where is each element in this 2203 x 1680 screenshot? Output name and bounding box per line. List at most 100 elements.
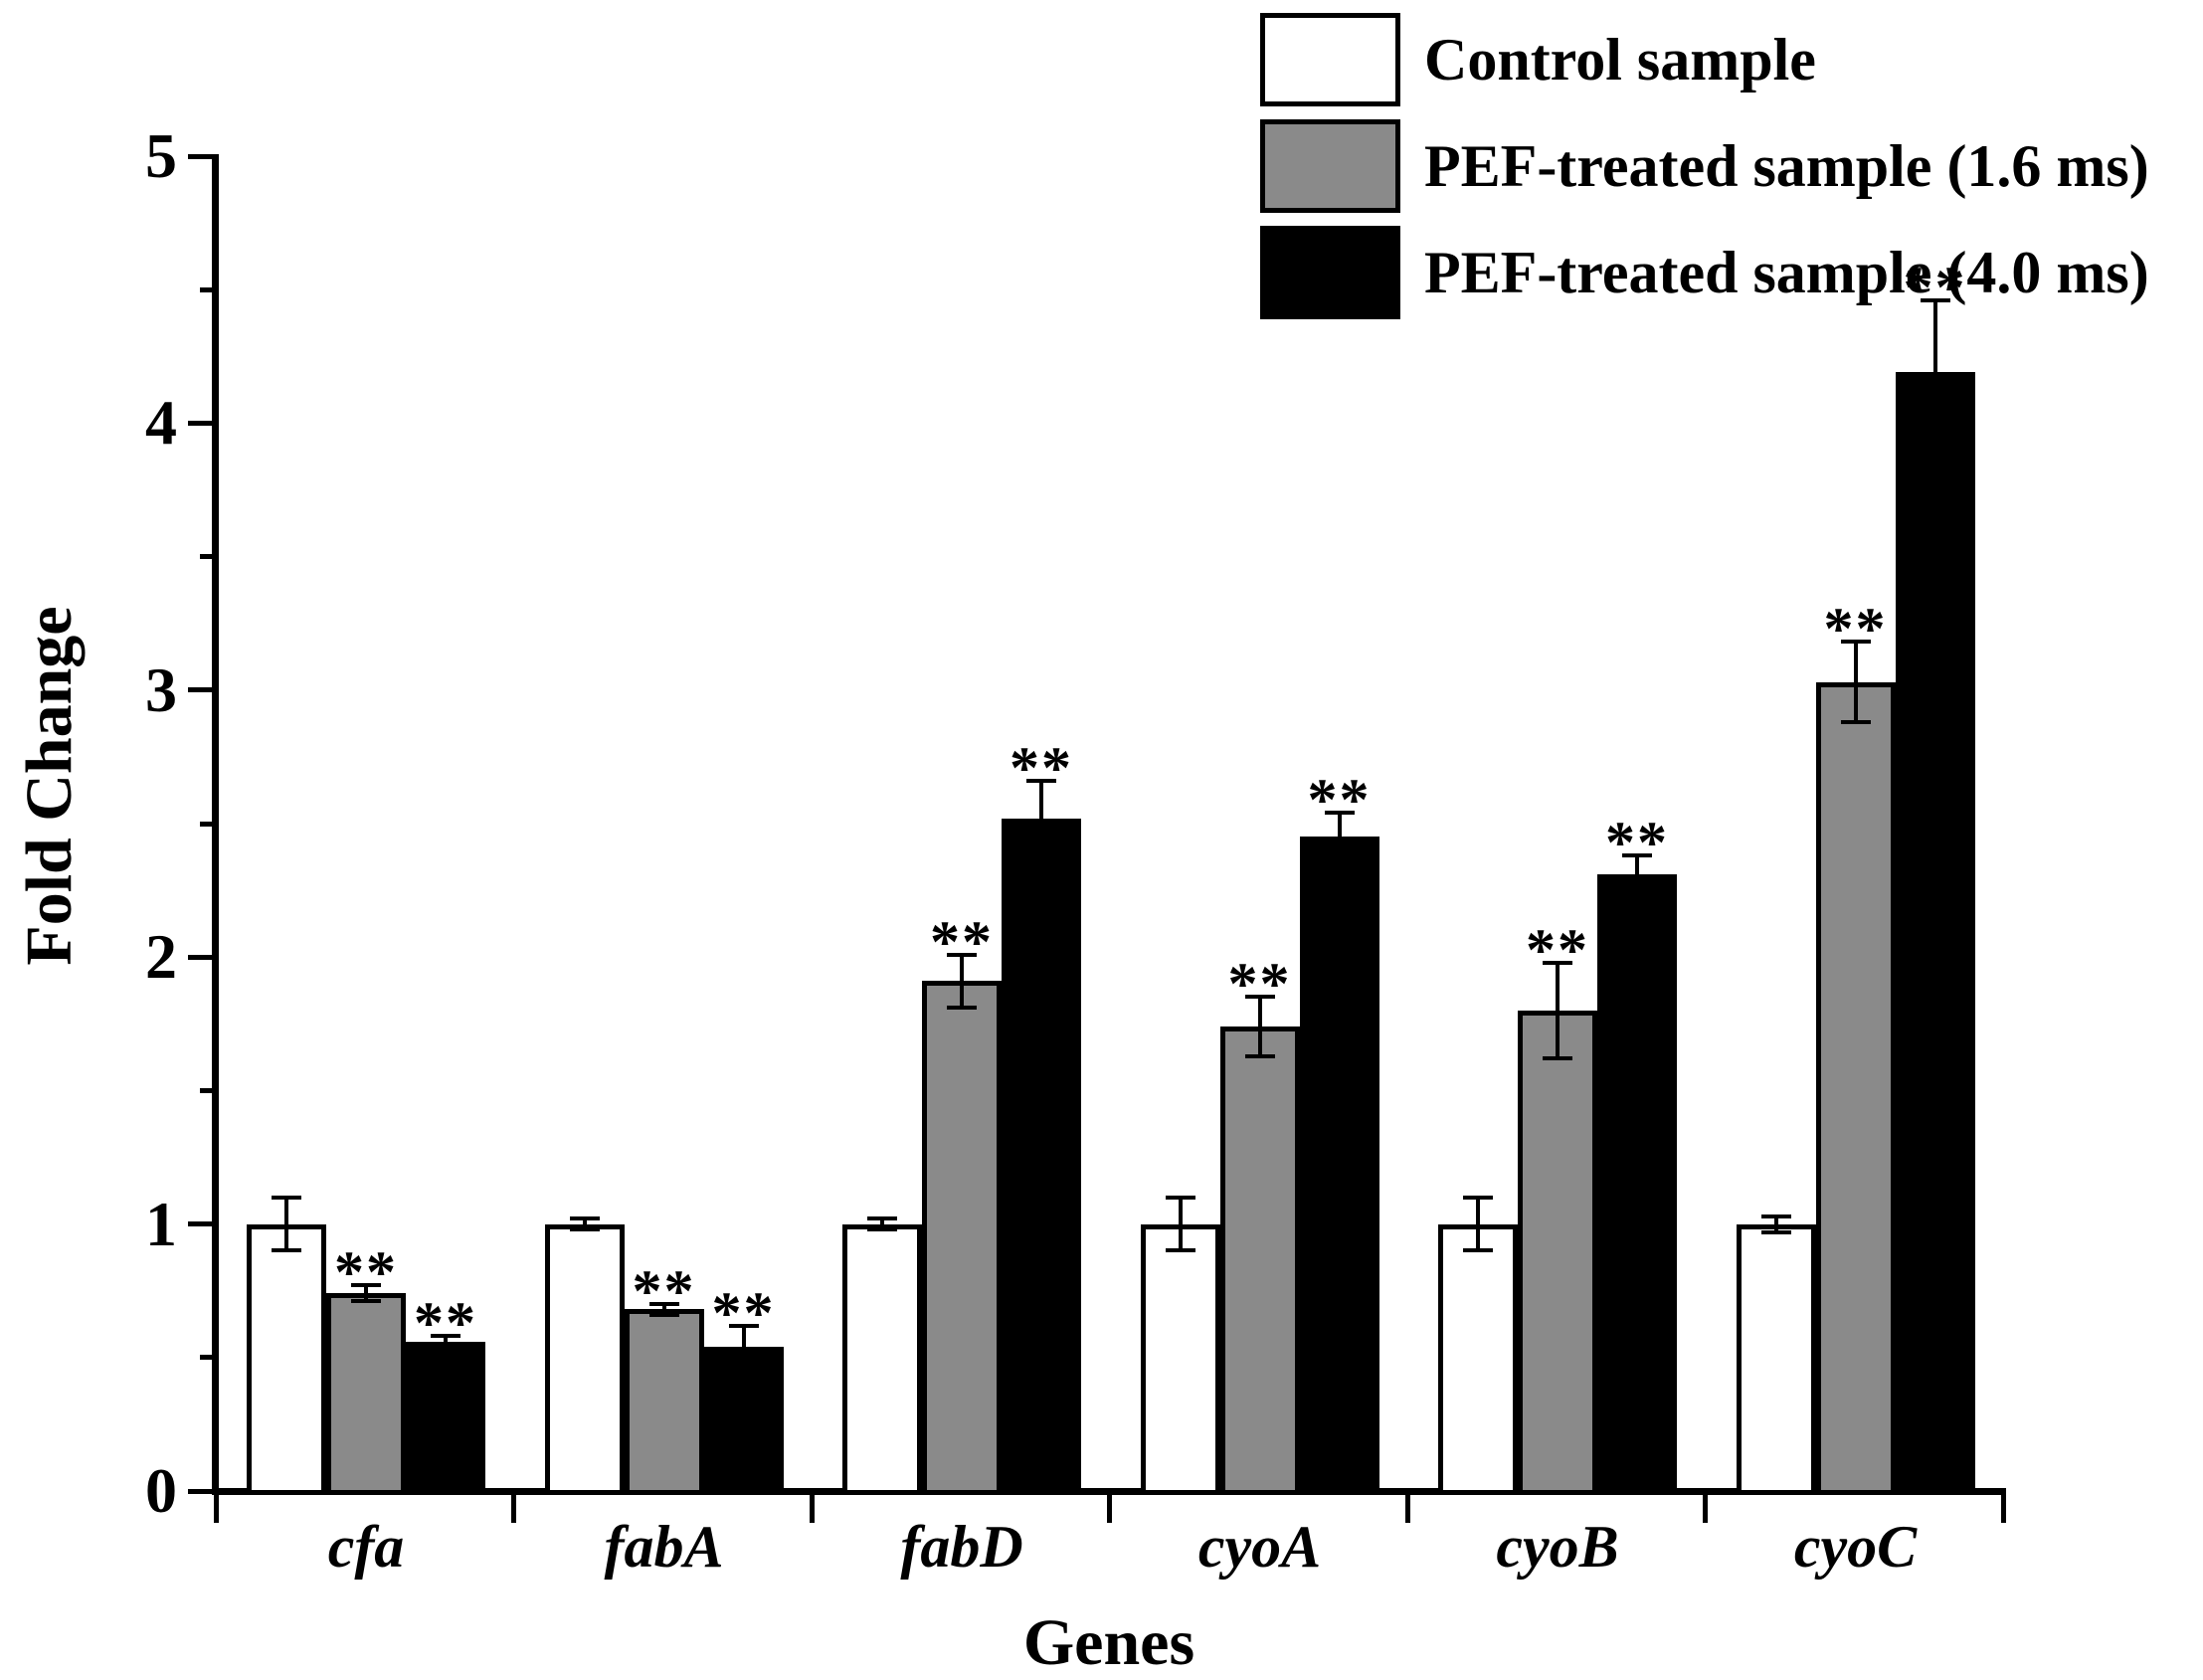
bar-fabD-series1	[922, 981, 1002, 1495]
error-bar-cap-bottom	[1026, 853, 1056, 858]
error-bar-line	[1773, 1215, 1778, 1232]
bar-cfa-series0	[247, 1223, 326, 1495]
error-bar-line	[1257, 997, 1262, 1056]
error-bar-cap-bottom	[648, 1312, 679, 1317]
bar-cyoB-series0	[1438, 1223, 1518, 1495]
y-tick-label: 0	[145, 1455, 177, 1526]
error-bar-line	[1635, 855, 1639, 893]
significance-marker: **	[1526, 916, 1589, 983]
error-bar-cap-bottom	[1543, 1056, 1572, 1061]
x-axis-line	[212, 1488, 2006, 1495]
significance-marker: **	[414, 1290, 477, 1357]
error-bar-line	[1853, 642, 1858, 722]
y-tick-label: 5	[145, 120, 177, 191]
y-minor-tick	[200, 1355, 216, 1361]
y-major-tick	[188, 687, 216, 693]
y-minor-tick	[200, 1087, 216, 1093]
error-bar-line	[1337, 813, 1342, 861]
legend-swatch-series1	[1260, 119, 1400, 213]
category-label-fabA: fabA	[604, 1514, 724, 1580]
significance-marker: **	[1903, 254, 1967, 320]
error-bar-cap-bottom	[1760, 1229, 1791, 1234]
x-tick	[1703, 1495, 1708, 1523]
bar-cyoA-series0	[1140, 1223, 1220, 1495]
error-bar-cap-bottom	[1920, 442, 1950, 447]
error-bar-cap-bottom	[1840, 720, 1871, 724]
error-bar-cap-top	[569, 1216, 600, 1221]
y-tick-label: 1	[145, 1188, 177, 1259]
error-bar-line	[1556, 962, 1560, 1059]
error-bar-cap-bottom	[867, 1226, 897, 1231]
x-tick	[1107, 1495, 1112, 1523]
error-bar-cap-top	[1463, 1195, 1493, 1200]
error-bar-cap-bottom	[1244, 1053, 1275, 1058]
y-tick-label: 3	[145, 653, 177, 725]
error-bar-cap-top	[1026, 779, 1056, 784]
category-label-cfa: cfa	[327, 1514, 405, 1580]
error-bar-cap-bottom	[431, 1345, 460, 1350]
bar-cyoC-series0	[1736, 1223, 1816, 1495]
error-bar-cap-bottom	[351, 1299, 381, 1304]
significance-marker: **	[1307, 767, 1372, 834]
error-bar-cap-top	[1622, 853, 1652, 858]
x-tick	[2000, 1495, 2006, 1523]
x-tick	[1404, 1495, 1410, 1523]
error-bar-cap-top	[431, 1334, 460, 1339]
bar-cyoB-series2	[1597, 873, 1677, 1495]
error-bar-cap-top	[728, 1323, 759, 1328]
legend-label-series2: PEF-treated sample (4.0 ms)	[1424, 240, 2149, 305]
error-bar-line	[1039, 781, 1043, 856]
significance-marker: **	[930, 908, 994, 975]
error-bar-cap-top	[1543, 960, 1572, 965]
legend-swatch-series0	[1260, 13, 1400, 106]
error-bar-cap-bottom	[947, 1006, 977, 1011]
bar-fabA-series1	[624, 1309, 704, 1495]
y-major-tick	[188, 1488, 216, 1494]
error-bar-line	[364, 1285, 368, 1302]
error-bar-line	[1476, 1197, 1480, 1251]
error-bar-line	[444, 1336, 448, 1348]
x-tick	[511, 1495, 516, 1523]
error-bar-cap-top	[272, 1195, 301, 1200]
significance-marker: **	[1823, 596, 1888, 662]
y-tick-label: 2	[145, 921, 177, 993]
y-major-tick	[188, 153, 216, 159]
y-major-tick	[188, 420, 216, 426]
error-bar-cap-top	[947, 952, 977, 957]
error-bar-cap-top	[1324, 811, 1355, 816]
error-bar-cap-bottom	[272, 1248, 301, 1253]
legend-label-series0: Control sample	[1424, 27, 1816, 93]
significance-marker: **	[1227, 951, 1292, 1018]
error-bar-cap-top	[351, 1283, 381, 1288]
error-bar-cap-top	[867, 1216, 897, 1221]
bar-cyoC-series2	[1895, 372, 1975, 1495]
bar-cyoB-series1	[1518, 1010, 1597, 1495]
error-bar-cap-top	[1920, 297, 1950, 302]
error-bar-cap-top	[648, 1302, 679, 1307]
x-tick	[809, 1495, 815, 1523]
error-bar-cap-bottom	[1165, 1248, 1195, 1253]
category-label-cyoB: cyoB	[1496, 1514, 1619, 1580]
error-bar-cap-top	[1165, 1195, 1195, 1200]
significance-marker: **	[632, 1258, 696, 1325]
significance-marker: **	[1605, 810, 1669, 876]
error-bar-line	[661, 1304, 666, 1315]
y-tick-label: 4	[145, 387, 177, 459]
error-bar-cap-bottom	[1622, 890, 1652, 895]
significance-marker: **	[1010, 735, 1073, 802]
bar-cfa-series1	[326, 1293, 406, 1495]
error-bar-line	[582, 1218, 587, 1229]
category-label-cyoC: cyoC	[1793, 1514, 1918, 1580]
bar-cyoA-series2	[1299, 837, 1379, 1495]
bar-cfa-series2	[406, 1341, 485, 1495]
x-tick	[213, 1495, 219, 1523]
bar-fabD-series0	[842, 1223, 922, 1495]
error-bar-line	[1178, 1197, 1183, 1251]
error-bar-line	[1932, 299, 1937, 445]
category-label-fabD: fabD	[900, 1514, 1023, 1580]
y-minor-tick	[200, 821, 216, 827]
category-label-cyoA: cyoA	[1197, 1514, 1322, 1580]
y-minor-tick	[200, 286, 216, 292]
error-bar-cap-bottom	[728, 1366, 759, 1371]
error-bar-cap-bottom	[569, 1226, 600, 1231]
